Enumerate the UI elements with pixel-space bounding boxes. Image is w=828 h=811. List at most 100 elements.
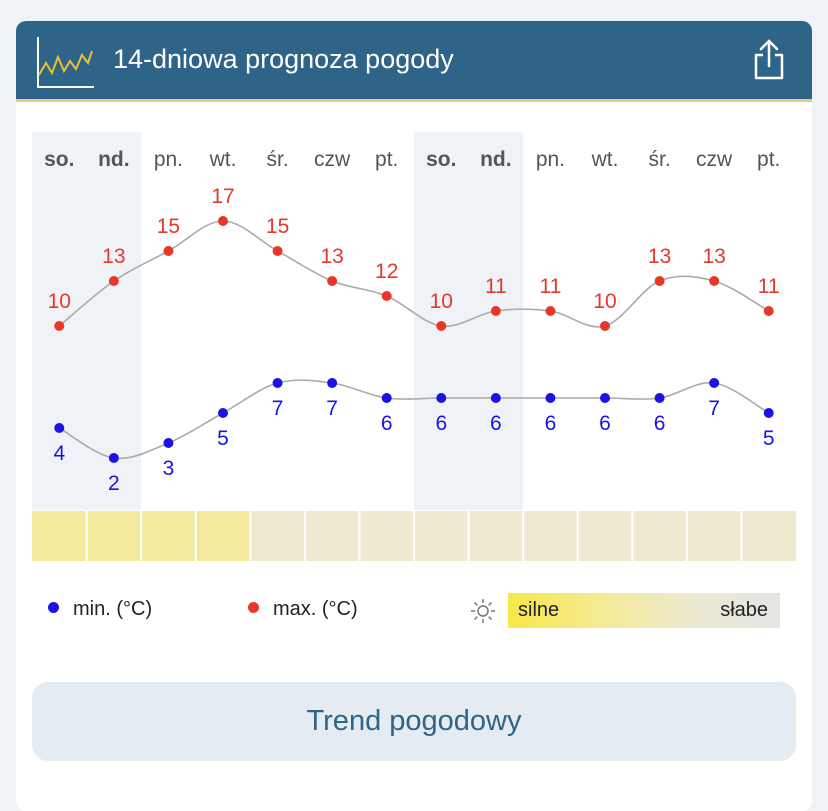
min-temp-label: 2: [108, 472, 120, 495]
min-temp-point: [763, 408, 774, 418]
min-temp-point: [490, 393, 501, 403]
min-temp-point: [600, 393, 610, 403]
min-temp-label: 4: [53, 442, 65, 465]
min-temp-point: [272, 378, 283, 388]
min-temp-point: [54, 423, 65, 433]
sunshine-cell: [142, 511, 196, 561]
line-chart-icon: [37, 37, 94, 88]
min-temp-point: [108, 453, 119, 463]
max-temp-point: [654, 276, 665, 286]
day-label: pn.: [154, 148, 183, 171]
min-temp-label: 6: [435, 412, 447, 435]
sun-icon: [471, 599, 495, 623]
sunshine-scale: silne słabe: [508, 593, 780, 628]
sunshine-cell: [360, 511, 414, 561]
max-temp-label: 10: [48, 290, 71, 313]
min-temp-point: [163, 438, 174, 448]
max-temp-label: 13: [648, 245, 671, 268]
page-title: 14-dniowa prognoza pogody: [113, 44, 454, 74]
max-temp-point: [381, 291, 392, 301]
max-temp-point: [54, 321, 65, 331]
sunshine-cell: [305, 511, 360, 561]
max-temp-label: 10: [593, 290, 616, 313]
min-temp-point: [545, 393, 556, 403]
max-dot-icon: [248, 602, 259, 614]
sunshine-cell: [578, 511, 633, 561]
sunshine-cell: [687, 511, 742, 561]
min-temp-label: 6: [545, 412, 557, 435]
max-temp-point: [163, 246, 174, 256]
day-label: nd.: [480, 148, 512, 171]
legend-max: max. (°C): [248, 598, 358, 621]
min-temp-point: [381, 393, 392, 403]
min-temp-label: 5: [217, 427, 229, 450]
day-label: pt.: [757, 148, 780, 171]
day-label: śr.: [648, 148, 670, 171]
sunshine-cell: [251, 511, 305, 561]
min-temp-label: 6: [490, 412, 502, 435]
min-temp-label: 7: [326, 397, 338, 420]
min-temp-label: 7: [272, 397, 284, 420]
max-temp-point: [108, 276, 119, 286]
max-temp-point: [763, 306, 774, 316]
sunshine-cell: [524, 511, 578, 561]
max-temp-label: 17: [211, 185, 234, 208]
max-temp-point: [436, 321, 447, 331]
max-temp-label: 15: [266, 215, 289, 238]
legend-min: min. (°C): [48, 598, 152, 621]
min-dot-icon: [48, 602, 59, 614]
max-temp-point: [218, 216, 228, 226]
max-temp-point: [600, 321, 610, 331]
sunshine-cell: [742, 511, 796, 561]
day-label: nd.: [98, 148, 130, 171]
sunshine-cell: [32, 511, 87, 561]
max-temp-label: 12: [375, 260, 398, 283]
day-label: pn.: [536, 148, 565, 171]
sunshine-cell: [633, 511, 687, 561]
max-temp-point: [490, 306, 501, 316]
weekend-band: [468, 132, 524, 510]
day-label: so.: [44, 148, 74, 171]
min-temp-label: 7: [708, 397, 720, 420]
min-temp-point: [709, 378, 720, 388]
max-temp-label: 11: [758, 275, 780, 298]
min-temp-point: [218, 408, 228, 418]
max-temp-point: [545, 306, 556, 316]
max-temp-point: [272, 246, 283, 256]
card-header: 14-dniowa prognoza pogody: [16, 21, 812, 102]
day-label: pt.: [375, 148, 398, 171]
max-temp-label: 10: [430, 290, 453, 313]
sunshine-cell: [469, 511, 524, 561]
sunshine-cell: [87, 511, 142, 561]
min-temp-point: [436, 393, 447, 403]
weekend-band: [86, 132, 142, 510]
min-temp-label: 6: [654, 412, 666, 435]
day-label: śr.: [266, 148, 288, 171]
max-temp-point: [709, 276, 720, 286]
max-temp-label: 11: [540, 275, 562, 298]
sunshine-cell: [415, 511, 469, 561]
temperature-chart: so. nd. pn. wt. śr. czw pt. so. nd. pn. wt. śr. czw p…: [32, 132, 796, 561]
legend-min-label: min. (°C): [73, 598, 153, 620]
min-temp-point: [654, 393, 665, 403]
day-label: czw: [314, 148, 351, 171]
min-temp-label: 6: [599, 412, 611, 435]
max-temp-label: 13: [702, 245, 725, 268]
max-temp-label: 15: [157, 215, 180, 238]
max-temp-label: 13: [320, 245, 343, 268]
day-label: wt.: [209, 148, 237, 171]
day-label: czw: [696, 148, 733, 171]
max-temp-point: [327, 276, 338, 286]
min-temp-point: [327, 378, 338, 388]
min-temp-label: 3: [163, 457, 175, 480]
legend-max-label: max. (°C): [273, 598, 358, 620]
max-temp-label: 13: [102, 245, 125, 268]
share-icon[interactable]: [751, 39, 787, 81]
day-label: so.: [426, 148, 456, 171]
sunshine-cell: [196, 511, 251, 561]
min-temp-label: 6: [381, 412, 393, 435]
max-temp-label: 11: [485, 275, 507, 298]
sun-strong-label: silne: [518, 599, 560, 621]
sun-weak-label: słabe: [720, 599, 768, 621]
weather-trend-button[interactable]: Trend pogodowy: [32, 682, 796, 761]
